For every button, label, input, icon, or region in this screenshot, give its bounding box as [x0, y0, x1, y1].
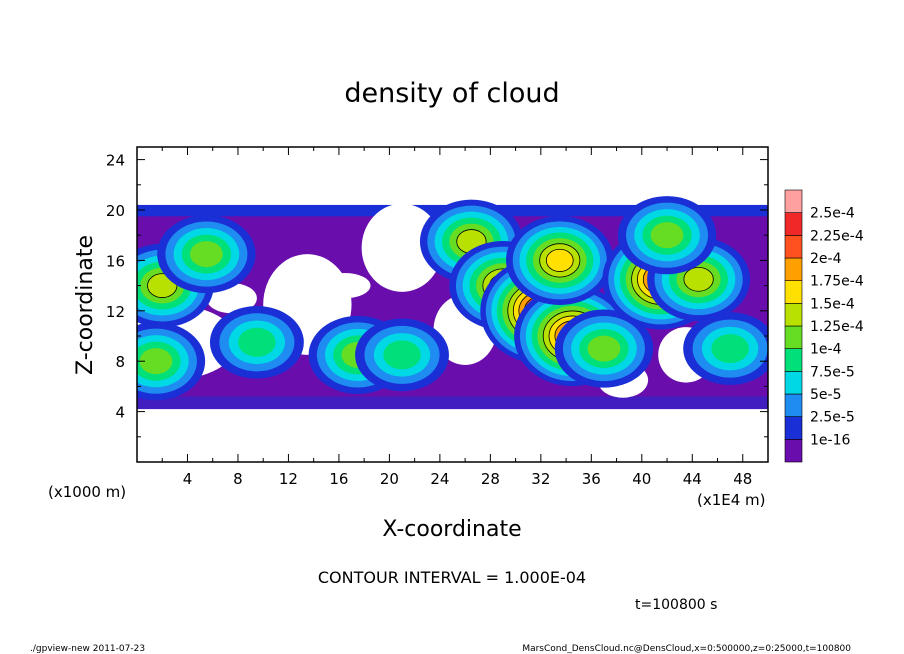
- colorbar-swatch: [784, 348, 803, 372]
- colorbar-label: 7.5e-5: [810, 364, 855, 380]
- colorbar-label: 2e-4: [810, 251, 842, 267]
- clear-gap: [319, 273, 371, 299]
- chart-title: density of cloud: [344, 78, 559, 109]
- colorbar-swatch: [784, 325, 803, 349]
- colorbar-swatch: [784, 371, 803, 395]
- colorbar-swatch: [784, 303, 803, 327]
- y-tick-label: 16: [106, 252, 125, 270]
- x-tick-label: 24: [430, 470, 449, 488]
- x-tick-label: 28: [481, 470, 500, 488]
- y-tick-label: 24: [106, 152, 125, 170]
- x-unit-left: (x1000 m): [48, 483, 126, 501]
- x-tick-label: 20: [380, 470, 399, 488]
- y-tick-label: 20: [106, 202, 125, 220]
- cloud-level: [238, 327, 276, 357]
- x-axis: 4 8 12 16 20 24 28 32 36 40 44 48: [161, 147, 752, 488]
- y-axis: 4 8 12 16 20 24: [106, 152, 768, 438]
- clear-gap: [361, 203, 443, 292]
- colorbar-label: 5e-5: [810, 387, 841, 403]
- x-tick-label: 48: [733, 470, 752, 488]
- colorbar-label: 1.5e-4: [810, 296, 855, 312]
- plot-frame: [136, 146, 769, 463]
- density-field: [137, 196, 768, 410]
- cloud-level: [545, 248, 574, 272]
- x-unit-right: (x1E4 m): [697, 491, 766, 509]
- x-axis-title: X-coordinate: [382, 517, 521, 542]
- x-tick-label: 40: [632, 470, 651, 488]
- colorbar-label: 1e-4: [810, 342, 842, 358]
- y-tick-label: 8: [115, 353, 125, 371]
- colorbar-swatch: [784, 189, 803, 213]
- colorbar-label: 2.25e-4: [810, 228, 864, 244]
- cloud-level: [190, 241, 223, 268]
- bottom-edge-band: [137, 396, 768, 410]
- time-label: t=100800 s: [635, 597, 717, 613]
- x-tick-label: 8: [233, 470, 243, 488]
- cloud-level: [587, 335, 621, 362]
- cloud-level: [683, 266, 714, 292]
- y-tick-label: 12: [106, 303, 125, 321]
- colorbar: 2.5e-4 2.25e-4 2e-4 1.75e-4 1.5e-4 1.25e-4 1e-…: [784, 189, 864, 463]
- cloud-level: [139, 348, 173, 375]
- x-tick-label: 12: [279, 470, 298, 488]
- colorbar-label: 1.75e-4: [810, 274, 864, 290]
- x-tick-label: 44: [683, 470, 702, 488]
- colorbar-swatch: [784, 393, 803, 417]
- x-tick-label: 4: [183, 470, 193, 488]
- y-axis-title: Z-coordinate: [73, 235, 98, 375]
- colorbar-label: 1.25e-4: [810, 319, 864, 335]
- colorbar-swatch: [784, 416, 803, 440]
- x-tick-label: 16: [329, 470, 348, 488]
- colorbar-label: 1e-16: [810, 432, 850, 448]
- contour-interval-note: CONTOUR INTERVAL = 1.000E-04: [318, 568, 586, 587]
- x-tick-label: 36: [582, 470, 601, 488]
- colorbar-swatch: [784, 212, 803, 236]
- footer-left: ./gpview-new 2011-07-23: [30, 644, 145, 654]
- y-tick-label: 4: [115, 404, 125, 422]
- cloud-level: [711, 334, 749, 364]
- colorbar-label: 2.5e-5: [810, 410, 855, 426]
- colorbar-swatch: [784, 280, 803, 304]
- x-tick-label: 32: [531, 470, 550, 488]
- colorbar-swatch: [784, 235, 803, 259]
- colorbar-swatch: [784, 439, 803, 463]
- footer-right: MarsCond_DensCloud.nc@DensCloud,x=0:5000…: [522, 644, 851, 654]
- cloud-level: [650, 222, 684, 249]
- colorbar-label: 2.5e-4: [810, 206, 855, 222]
- cloud-level: [383, 340, 421, 370]
- colorbar-swatch: [784, 257, 803, 281]
